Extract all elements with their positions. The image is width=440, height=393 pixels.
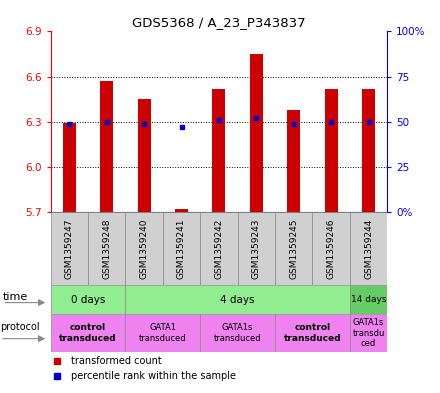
Bar	[362, 89, 375, 212]
Bar	[200, 212, 238, 285]
Bar	[175, 209, 188, 212]
Text: GATA1s
transduced: GATA1s transduced	[214, 323, 261, 343]
Bar	[88, 212, 125, 285]
Bar	[312, 212, 350, 285]
Text: GSM1359240: GSM1359240	[139, 219, 149, 279]
Bar	[51, 285, 125, 314]
Title: GDS5368 / A_23_P343837: GDS5368 / A_23_P343837	[132, 16, 306, 29]
Text: time: time	[3, 292, 28, 302]
Bar	[350, 314, 387, 352]
Bar	[63, 123, 76, 212]
Bar	[200, 314, 275, 352]
Text: GSM1359248: GSM1359248	[102, 219, 111, 279]
Bar	[51, 314, 125, 352]
Bar	[287, 110, 300, 212]
Text: GATA1s
transdu
ced: GATA1s transdu ced	[352, 318, 385, 348]
Text: control
transduced: control transduced	[59, 323, 117, 343]
Bar	[138, 99, 150, 212]
Bar	[51, 212, 88, 285]
Text: percentile rank within the sample: percentile rank within the sample	[71, 371, 236, 381]
Bar	[100, 81, 113, 212]
Text: GSM1359241: GSM1359241	[177, 219, 186, 279]
Text: GSM1359243: GSM1359243	[252, 219, 261, 279]
Text: GSM1359245: GSM1359245	[289, 219, 298, 279]
Text: control
transduced: control transduced	[284, 323, 341, 343]
Text: transformed count: transformed count	[71, 356, 161, 366]
Text: GSM1359242: GSM1359242	[214, 219, 224, 279]
Bar	[250, 54, 263, 212]
Text: GSM1359244: GSM1359244	[364, 219, 373, 279]
Text: GSM1359247: GSM1359247	[65, 219, 74, 279]
Text: 0 days: 0 days	[71, 295, 105, 305]
Bar	[125, 212, 163, 285]
Bar	[213, 89, 225, 212]
Text: GATA1
transduced: GATA1 transduced	[139, 323, 187, 343]
Bar	[275, 212, 312, 285]
Text: 14 days: 14 days	[351, 295, 386, 304]
Text: 4 days: 4 days	[220, 295, 255, 305]
Text: protocol: protocol	[0, 323, 40, 332]
Text: GSM1359246: GSM1359246	[326, 219, 336, 279]
Bar	[350, 212, 387, 285]
Bar	[350, 285, 387, 314]
Bar	[125, 314, 200, 352]
Bar	[275, 314, 350, 352]
Bar	[125, 285, 350, 314]
Bar	[325, 89, 337, 212]
Bar	[238, 212, 275, 285]
Bar	[163, 212, 200, 285]
